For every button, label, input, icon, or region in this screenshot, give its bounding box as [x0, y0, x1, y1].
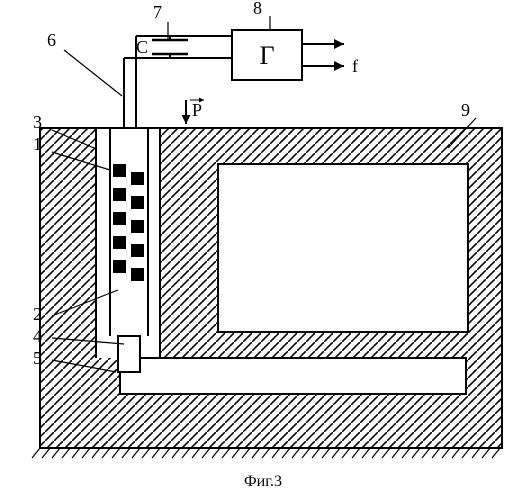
callout-l7: 7	[153, 2, 162, 22]
force-p-label: P	[192, 100, 202, 120]
callout-l8: 8	[253, 0, 262, 18]
callout-l9: 9	[461, 100, 470, 120]
figure-caption: Фиг.3	[244, 473, 282, 490]
capacitor-label: С	[136, 37, 148, 57]
callout-l4: 4	[33, 326, 42, 346]
callout-l6: 6	[47, 30, 56, 50]
callout-l5: 5	[33, 348, 42, 368]
callout-l2: 2	[33, 304, 42, 324]
callout-l3: 3	[33, 112, 42, 132]
callout-l1: 1	[33, 134, 42, 154]
output-f-label: f	[352, 56, 358, 76]
generator-label: Г	[259, 41, 274, 70]
